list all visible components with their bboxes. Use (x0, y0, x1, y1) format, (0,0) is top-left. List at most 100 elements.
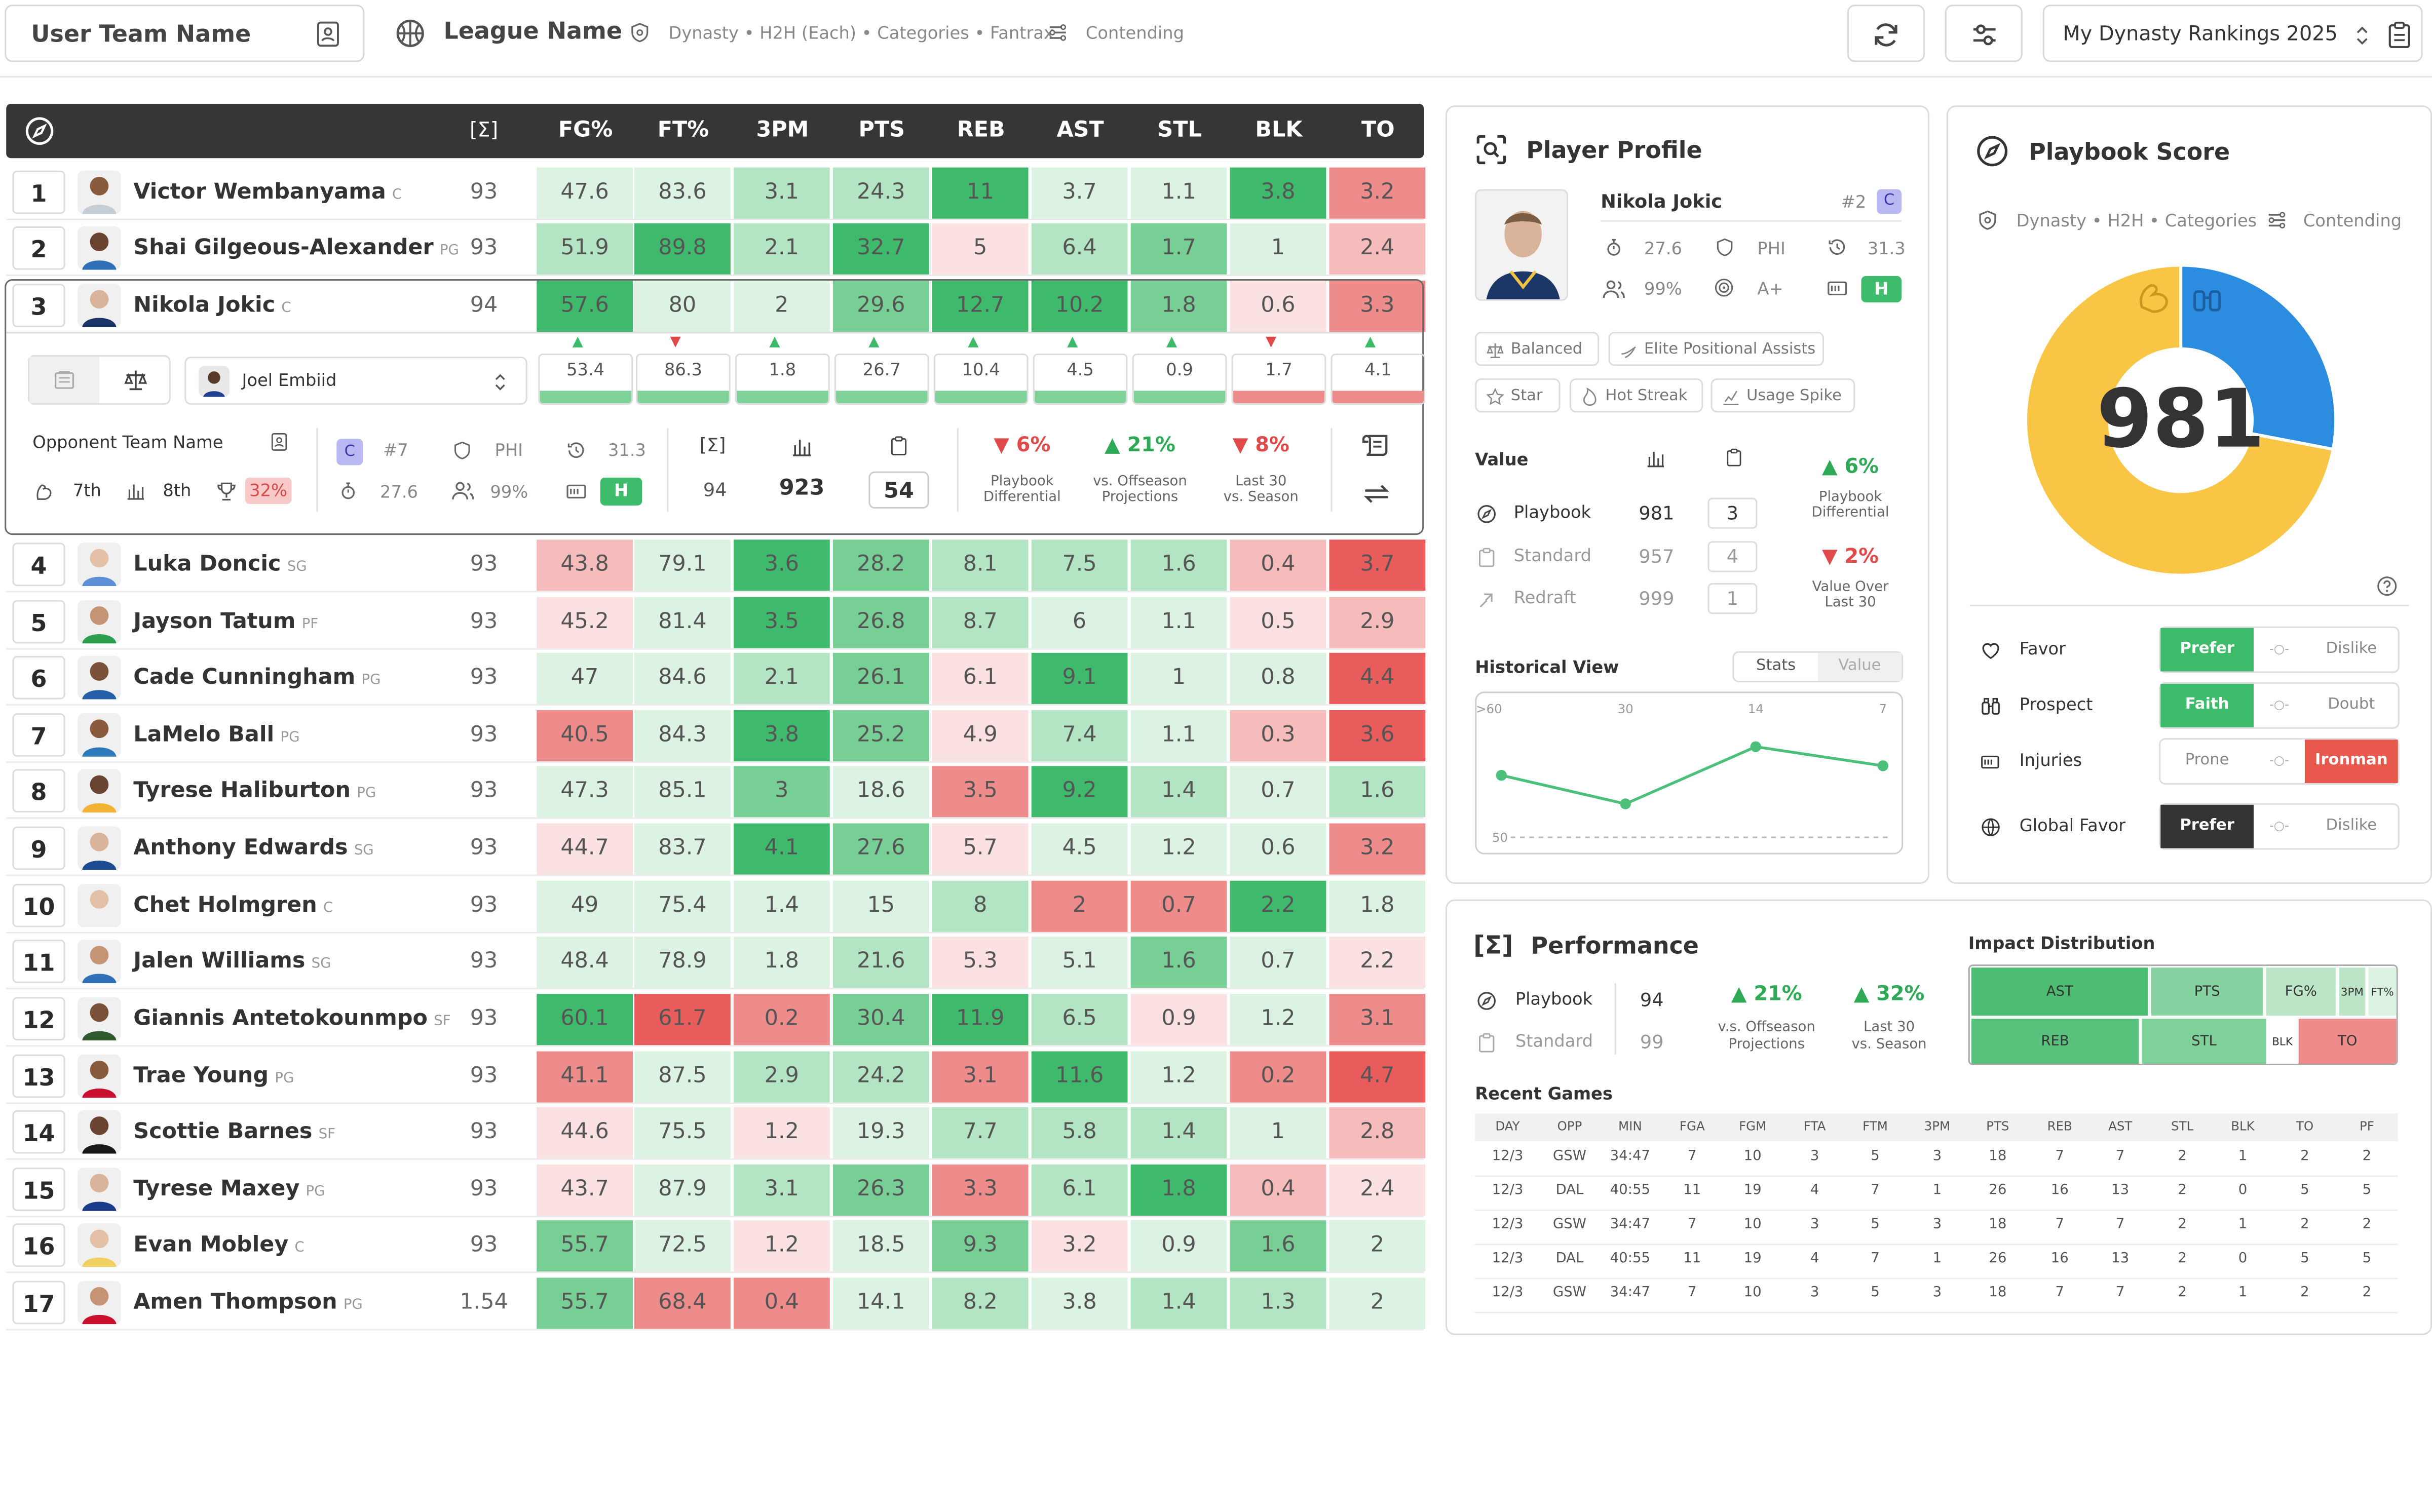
table-row[interactable]: 6 Cade Cunningham PG 93 47 84.6 2.1 26.1 6.1 9.1 1… (6, 652, 1427, 706)
table-row[interactable]: 8 Tyrese Haliburton PG 93 47.3 85.1 3 18.6 3.5 9.… (6, 766, 1427, 819)
contact-card-icon[interactable] (315, 20, 341, 48)
player-name-cell[interactable]: Nikola Jokic C (133, 281, 291, 332)
player-name[interactable]: Chet Holmgren (133, 893, 317, 918)
player-name-cell[interactable]: Tyrese Maxey PG (133, 1165, 325, 1216)
filters-button[interactable] (1945, 5, 2023, 62)
column-header[interactable]: PTS (858, 118, 905, 143)
toggle-neutral-icon[interactable]: -○- (2269, 819, 2289, 833)
profile-tag[interactable]: Star (1475, 378, 1561, 413)
player-name[interactable]: Jayson Tatum (133, 609, 296, 635)
table-row[interactable]: 9 Anthony Edwards SG 93 44.7 83.7 4.1 27.6 5.7 4.… (6, 823, 1427, 876)
profile-tag[interactable]: Elite Positional Assists (1608, 332, 1824, 366)
toggle-option-left[interactable]: Faith (2160, 684, 2254, 727)
player-name-cell[interactable]: Trae Young PG (133, 1052, 294, 1103)
player-name[interactable]: Jalen Williams (133, 949, 306, 974)
player-name[interactable]: Cade Cunningham (133, 665, 356, 690)
player-name-cell[interactable]: Evan Mobley C (133, 1220, 305, 1271)
column-header[interactable]: FT% (657, 118, 709, 143)
scale-icon[interactable] (123, 368, 149, 393)
tab-stats[interactable]: Stats (1756, 657, 1796, 675)
table-row[interactable]: 11 Jalen Williams SG 93 48.4 78.9 1.8 21.6 5.3 5.… (6, 936, 1427, 990)
player-name[interactable]: Trae Young (133, 1064, 269, 1089)
player-name-cell[interactable]: Amen Thompson PG (133, 1277, 363, 1329)
player-name-cell[interactable]: Giannis Antetokounmpo SF (133, 994, 450, 1045)
view-toggle-card[interactable] (29, 357, 99, 403)
swap-icon[interactable] (1362, 481, 1391, 507)
profile-tag[interactable]: Usage Spike (1711, 378, 1855, 413)
player-name-cell[interactable]: Shai Gilgeous-Alexander PG (133, 223, 459, 275)
playbook-toggle[interactable]: Prefer -○- Dislike (2159, 626, 2400, 673)
player-name-cell[interactable]: Jayson Tatum PF (133, 597, 318, 648)
player-name-cell[interactable]: Tyrese Haliburton PG (133, 766, 376, 817)
column-header[interactable]: 3PM (756, 118, 809, 143)
table-row[interactable]: 17 Amen Thompson PG 1.54 55.7 68.4 0.4 14.1 8.2 3… (6, 1277, 1427, 1331)
rankings-select[interactable]: My Dynasty Rankings 2025 (2042, 5, 2423, 62)
player-name[interactable]: Victor Wembanyama (133, 180, 386, 205)
column-header[interactable]: AST (1056, 118, 1104, 143)
column-header[interactable]: REB (957, 118, 1005, 143)
scroll-icon[interactable] (1362, 433, 1391, 459)
playbook-toggle[interactable]: Prone -○- Ironman (2159, 738, 2400, 785)
player-name[interactable]: Tyrese Maxey (133, 1177, 300, 1202)
table-row[interactable]: 2 Shai Gilgeous-Alexander PG 93 51.9 89.8 2.1 3… (6, 223, 1427, 276)
table-row[interactable]: 14 Scottie Barnes SF 93 44.6 75.5 1.2 19.3 7.7 5.… (6, 1107, 1427, 1160)
profile-tag[interactable]: Hot Streak (1569, 378, 1703, 413)
player-name[interactable]: Scottie Barnes (133, 1119, 313, 1145)
table-row[interactable]: 16 Evan Mobley C 93 55.7 72.5 1.2 18.5 9.3 3.2 0.9… (6, 1220, 1427, 1273)
toggle-option-left[interactable]: Prefer (2160, 804, 2254, 848)
table-row[interactable]: 4 Luka Doncic SG 93 43.8 79.1 3.6 28.2 8.1 7.5 1.6… (6, 539, 1427, 593)
table-row[interactable]: 7 LaMelo Ball PG 93 40.5 84.3 3.8 25.2 4.9 7.4 1.1… (6, 710, 1427, 763)
help-icon[interactable] (2376, 575, 2398, 597)
player-name[interactable]: Tyrese Haliburton (133, 778, 351, 803)
player-name-cell[interactable]: Luka Doncic SG (133, 539, 307, 591)
table-row[interactable]: 5 Jayson Tatum PF 93 45.2 81.4 3.5 26.8 8.7 6 1.1 0… (6, 597, 1427, 650)
toggle-neutral-icon[interactable]: -○- (2269, 753, 2289, 768)
player-name[interactable]: Luka Doncic (133, 552, 281, 577)
column-header[interactable]: TO (1361, 118, 1395, 143)
toggle-option-right[interactable]: Ironman (2304, 740, 2398, 783)
toggle-option-left[interactable]: Prefer (2160, 628, 2254, 672)
player-name-cell[interactable]: Scottie Barnes SF (133, 1107, 335, 1158)
player-name[interactable]: Giannis Antetokounmpo (133, 1006, 428, 1031)
refresh-button[interactable] (1847, 5, 1925, 62)
player-name-cell[interactable]: Chet Holmgren C (133, 881, 333, 932)
playbook-toggle[interactable]: Faith -○- Doubt (2159, 682, 2400, 729)
player-name[interactable]: Nikola Jokic (133, 293, 276, 318)
toggle-option-left[interactable]: Prone (2185, 752, 2229, 769)
clipboard-icon[interactable] (2385, 20, 2413, 50)
table-row[interactable]: 1 Victor Wembanyama C 93 47.6 83.6 3.1 24.3 11 3.… (6, 167, 1427, 220)
table-row[interactable]: 3 Nikola Jokic C 94 57.6 80 2 29.6 12.7 10.2 1.8 0.… (6, 281, 1427, 334)
profile-tag[interactable]: Balanced (1475, 332, 1600, 366)
playbook-toggle[interactable]: Prefer -○- Dislike (2159, 803, 2400, 850)
contact-card-icon[interactable] (270, 431, 289, 453)
column-header[interactable]: BLK (1255, 118, 1303, 143)
player-name-cell[interactable]: Anthony Edwards SG (133, 824, 373, 875)
opponent-player-select[interactable]: Joel Embiid (184, 357, 527, 405)
player-name-cell[interactable]: Jalen Williams SG (133, 937, 331, 988)
tab-value[interactable]: Value (1817, 652, 1902, 681)
toggle-option-right[interactable]: Doubt (2328, 696, 2375, 714)
table-row[interactable]: 15 Tyrese Maxey PG 93 43.7 87.9 3.1 26.3 3.3 6.1 1… (6, 1164, 1427, 1218)
column-header[interactable]: STL (1157, 118, 1202, 143)
league-name[interactable]: League Name (443, 17, 623, 45)
score-header[interactable]: [Σ] (469, 119, 499, 143)
table-row[interactable]: 12 Giannis Antetokounmpo SF 93 60.1 61.7 0.2 30… (6, 994, 1427, 1047)
player-name-cell[interactable]: LaMelo Ball PG (133, 710, 299, 761)
table-row[interactable]: 10 Chet Holmgren C 93 49 75.4 1.4 15 8 2 0.7 2.2 1.8 (6, 880, 1427, 934)
team-name-box[interactable]: User Team Name (5, 5, 365, 62)
toggle-option-right[interactable]: Dislike (2326, 640, 2377, 657)
compass-icon[interactable] (25, 117, 54, 146)
opponent-team-name[interactable]: Opponent Team Name (32, 433, 223, 453)
view-toggle[interactable] (28, 355, 171, 405)
player-name[interactable]: Anthony Edwards (133, 836, 348, 861)
toggle-neutral-icon[interactable]: -○- (2269, 642, 2289, 656)
player-name-cell[interactable]: Cade Cunningham PG (133, 653, 381, 704)
table-row[interactable]: 13 Trae Young PG 93 41.1 87.5 2.9 24.2 3.1 11.6 1.… (6, 1051, 1427, 1104)
player-name[interactable]: Shai Gilgeous-Alexander (133, 236, 434, 261)
player-name-cell[interactable]: Victor Wembanyama C (133, 168, 402, 219)
player-name[interactable]: Amen Thompson (133, 1290, 337, 1315)
column-header[interactable]: FG% (558, 118, 613, 143)
toggle-option-right[interactable]: Dislike (2326, 817, 2377, 834)
toggle-neutral-icon[interactable]: -○- (2269, 697, 2289, 712)
player-name[interactable]: LaMelo Ball (133, 722, 275, 748)
